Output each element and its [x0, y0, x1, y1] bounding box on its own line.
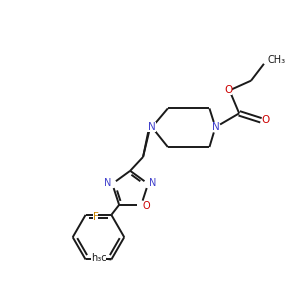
Text: N: N [148, 122, 156, 132]
Text: N: N [149, 178, 157, 188]
Text: F: F [93, 212, 98, 222]
Text: O: O [224, 85, 232, 94]
Text: N: N [103, 178, 111, 188]
Text: h₃c: h₃c [91, 253, 106, 262]
Text: O: O [262, 115, 270, 125]
Text: O: O [142, 201, 150, 211]
Text: CH₃: CH₃ [268, 55, 286, 65]
Text: N: N [212, 122, 219, 132]
